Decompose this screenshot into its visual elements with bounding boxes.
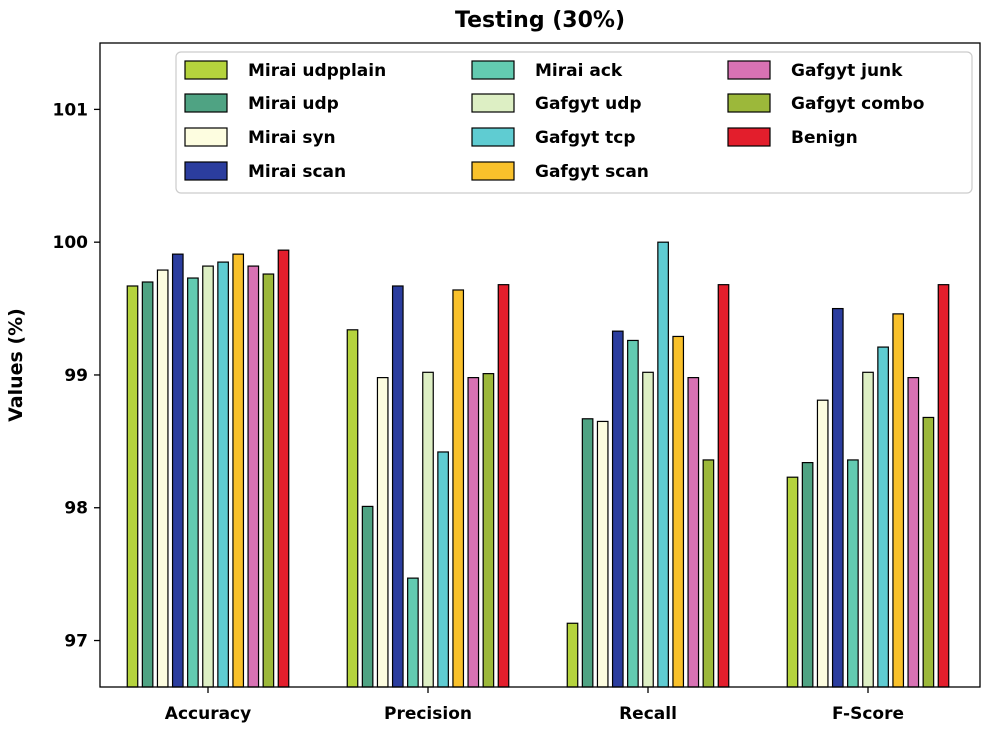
bar-gafgyt-junk-accuracy <box>247 265 260 688</box>
bar-gafgyt-udp-recall <box>642 371 654 688</box>
legend: Mirai udpplain Mirai udp Mirai syn Mirai sc… <box>175 51 973 194</box>
bars-layer <box>126 241 950 688</box>
legend-swatch-mirai-udp <box>184 93 228 113</box>
bar-mirai-ack-accuracy <box>187 277 199 688</box>
bar-gafgyt-combo-f-score <box>922 416 935 688</box>
legend-label-mirai-udpplain: Mirai udpplain <box>248 61 386 81</box>
x-tick-label-recall: Recall <box>619 704 677 724</box>
legend-label-gafgyt-junk: Gafgyt junk <box>791 61 903 81</box>
legend-swatch-gafgyt-tcp <box>471 127 515 147</box>
x-tick-label-precision: Precision <box>384 704 472 724</box>
legend-label-gafgyt-tcp: Gafgyt tcp <box>535 128 636 148</box>
legend-label-gafgyt-combo: Gafgyt combo <box>791 94 924 114</box>
bar-benign-recall <box>717 284 730 688</box>
bar-gafgyt-junk-recall <box>687 377 700 688</box>
ticks-layer: Accuracy Precision Recall F-Score 97 98 99 100 1… <box>53 100 905 724</box>
bar-gafgyt-scan-f-score <box>892 313 905 688</box>
bar-gafgyt-tcp-precision <box>437 451 449 688</box>
legend-box <box>175 51 973 194</box>
bar-mirai-udpplain-recall <box>566 622 579 688</box>
legend-label-mirai-ack: Mirai ack <box>535 61 623 81</box>
legend-label-gafgyt-scan: Gafgyt scan <box>535 162 649 182</box>
bar-gafgyt-tcp-f-score <box>877 346 889 688</box>
x-tick-label-accuracy: Accuracy <box>165 704 251 724</box>
y-tick-label-97: 97 <box>64 632 88 652</box>
chart-title: Testing (30%) <box>455 8 625 33</box>
legend-label-mirai-scan: Mirai scan <box>248 162 346 182</box>
bar-mirai-udp-accuracy <box>141 281 154 688</box>
bar-gafgyt-udp-precision <box>422 371 434 688</box>
bar-benign-precision <box>497 284 510 688</box>
bar-mirai-scan-precision <box>391 285 404 688</box>
legend-swatch-gafgyt-udp <box>471 93 515 113</box>
bar-mirai-syn-precision <box>376 377 389 688</box>
legend-items: Mirai udpplain Mirai udp Mirai syn Mirai sc… <box>184 60 924 182</box>
bar-mirai-udp-f-score <box>801 462 814 688</box>
legend-swatch-mirai-syn <box>184 127 228 147</box>
bar-benign-accuracy <box>277 249 290 688</box>
bar-gafgyt-scan-precision <box>452 289 465 688</box>
y-tick-label-100: 100 <box>53 233 89 253</box>
bar-gafgyt-udp-f-score <box>862 371 874 688</box>
bar-gafgyt-junk-precision <box>467 377 480 688</box>
legend-swatch-mirai-udpplain <box>184 60 228 80</box>
bar-gafgyt-scan-accuracy <box>232 253 245 688</box>
bar-mirai-scan-f-score <box>831 307 844 688</box>
bar-mirai-ack-f-score <box>847 459 859 688</box>
bar-gafgyt-combo-recall <box>702 459 715 688</box>
legend-label-mirai-udp: Mirai udp <box>248 94 339 114</box>
bar-mirai-udp-precision <box>361 505 374 688</box>
bar-mirai-scan-recall <box>611 330 624 688</box>
y-tick-label-98: 98 <box>64 499 88 519</box>
bar-gafgyt-udp-accuracy <box>202 265 214 688</box>
bar-gafgyt-junk-f-score <box>907 377 920 688</box>
legend-swatch-gafgyt-junk <box>727 60 771 80</box>
legend-label-gafgyt-udp: Gafgyt udp <box>535 94 642 114</box>
bar-benign-f-score <box>937 284 950 688</box>
bar-mirai-ack-recall <box>627 339 639 688</box>
legend-swatch-gafgyt-combo <box>727 93 771 113</box>
bar-gafgyt-combo-precision <box>482 373 495 688</box>
y-tick-label-99: 99 <box>64 366 88 386</box>
bar-gafgyt-scan-recall <box>672 335 685 688</box>
y-tick-label-101: 101 <box>53 100 89 120</box>
bar-mirai-ack-precision <box>407 577 419 688</box>
bar-mirai-syn-f-score <box>816 399 829 688</box>
bar-mirai-syn-recall <box>596 420 609 688</box>
y-axis-title: Values (%) <box>5 308 27 422</box>
bar-gafgyt-tcp-recall <box>657 241 669 688</box>
bar-mirai-udp-recall <box>581 418 594 688</box>
x-tick-label-f-score: F-Score <box>832 704 904 724</box>
bar-mirai-syn-accuracy <box>156 269 169 688</box>
legend-swatch-benign <box>727 127 771 147</box>
legend-swatch-gafgyt-scan <box>471 161 515 181</box>
bar-mirai-udpplain-accuracy <box>126 285 139 688</box>
legend-label-benign: Benign <box>791 128 858 148</box>
legend-swatch-mirai-ack <box>471 60 515 80</box>
bar-mirai-udpplain-precision <box>346 329 359 688</box>
legend-label-mirai-syn: Mirai syn <box>248 128 336 148</box>
bar-mirai-udpplain-f-score <box>786 476 799 688</box>
bar-gafgyt-combo-accuracy <box>262 273 275 688</box>
bar-gafgyt-tcp-accuracy <box>217 261 229 688</box>
bar-mirai-scan-accuracy <box>171 253 184 688</box>
plot-frame <box>99 42 981 688</box>
legend-swatch-mirai-scan <box>184 161 228 181</box>
